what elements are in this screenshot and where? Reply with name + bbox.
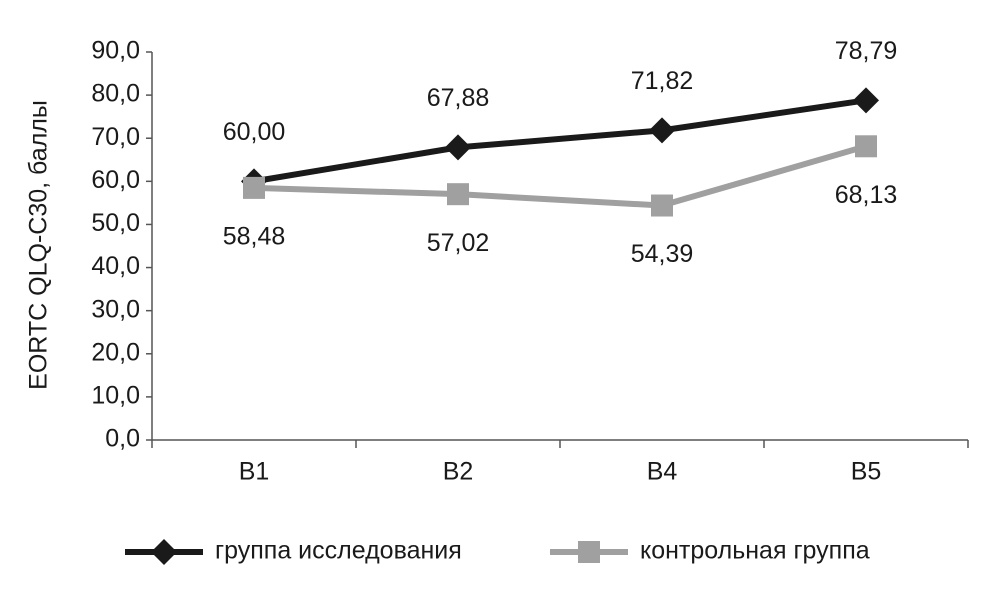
data-point	[447, 183, 469, 206]
data-label: 67,88	[427, 84, 490, 112]
y-axis-title: EORTC QLQ-C30, баллы	[25, 100, 53, 390]
data-point	[855, 135, 877, 158]
data-label: 60,00	[223, 118, 286, 146]
y-tick-label: 0,0	[105, 425, 140, 453]
y-tick-label: 30,0	[91, 295, 140, 323]
y-tick-label: 60,0	[91, 166, 140, 194]
data-point	[445, 134, 471, 161]
legend-label: контрольная группа	[640, 537, 870, 565]
data-label: 68,13	[835, 181, 898, 209]
y-tick-label: 40,0	[91, 252, 140, 280]
series-line	[253, 143, 867, 209]
data-label: 54,39	[631, 240, 694, 268]
y-tick-label: 20,0	[91, 338, 140, 366]
data-point	[853, 87, 879, 114]
x-tick-label: B2	[443, 458, 474, 486]
x-tick-label: B1	[239, 458, 270, 486]
legend-label: группа исследования	[215, 537, 462, 565]
y-tick-label: 70,0	[91, 123, 140, 151]
x-tick-label: B5	[851, 458, 882, 486]
data-label: 71,82	[631, 67, 694, 95]
y-tick-label: 90,0	[91, 37, 140, 65]
y-tick-label: 50,0	[91, 209, 140, 237]
data-point	[649, 117, 675, 144]
y-tick-label: 10,0	[91, 381, 140, 409]
y-tick-label: 80,0	[91, 80, 140, 108]
data-point	[651, 194, 673, 217]
legend-marker	[578, 541, 600, 563]
x-tick-label: B4	[647, 458, 678, 486]
series-line	[253, 97, 867, 185]
data-label: 57,02	[427, 229, 490, 257]
data-label: 58,48	[223, 222, 286, 250]
legend-marker	[151, 539, 177, 565]
data-point	[243, 176, 265, 199]
data-label: 78,79	[835, 37, 898, 65]
